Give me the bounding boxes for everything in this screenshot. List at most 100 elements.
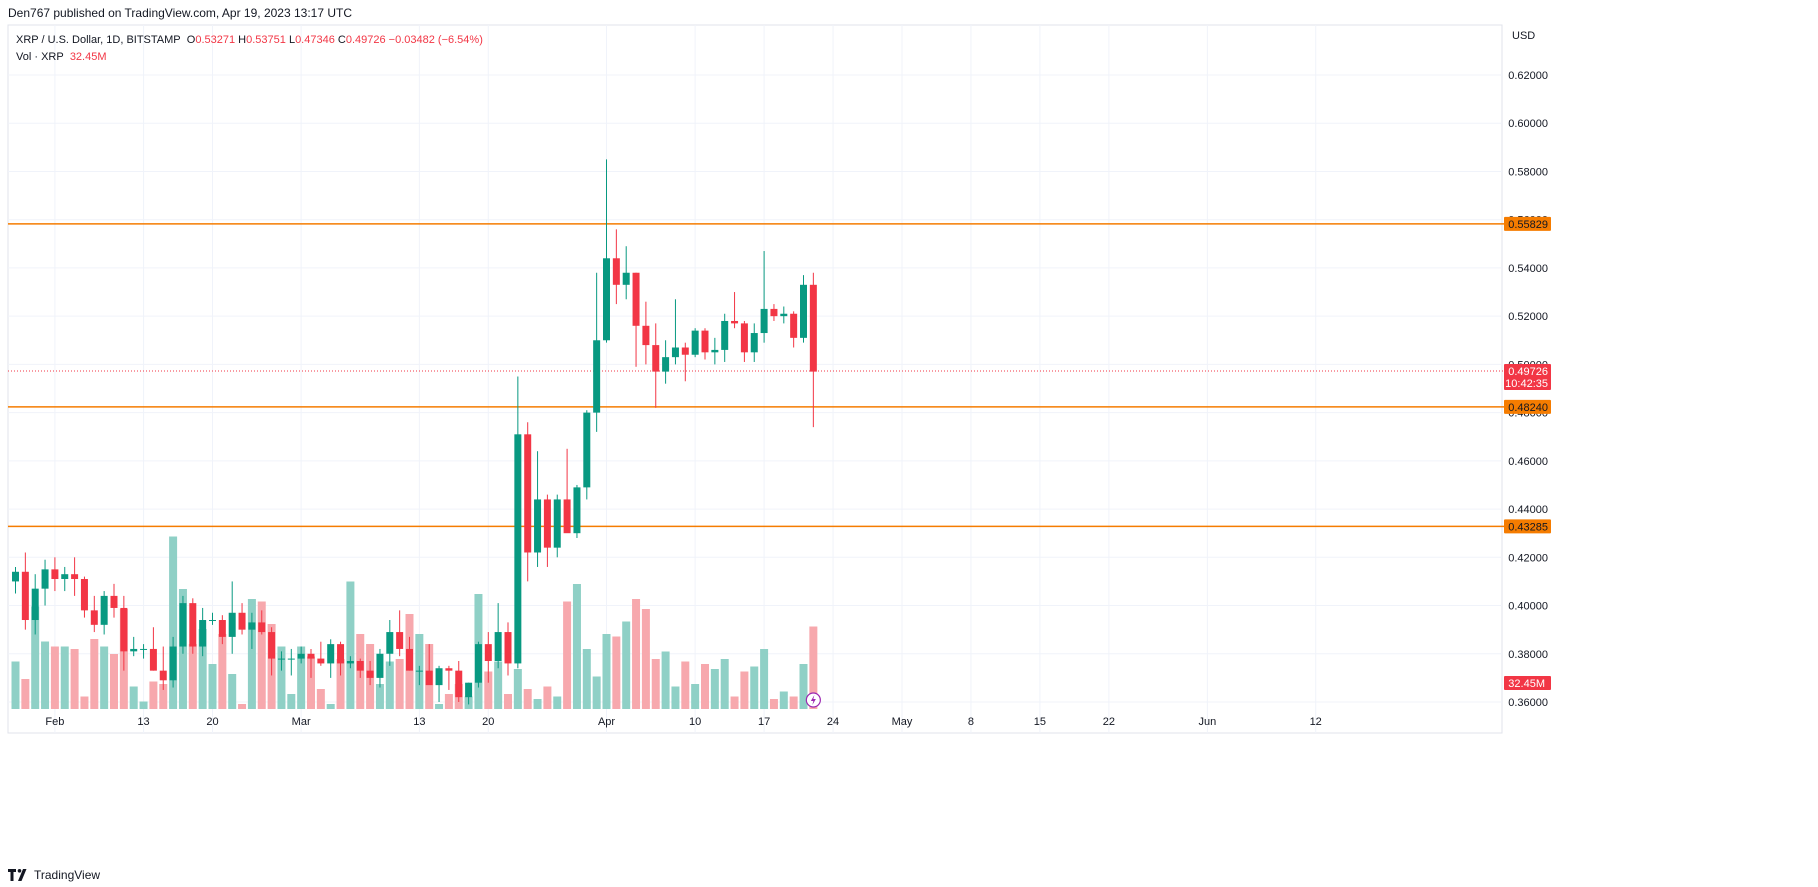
candle-body bbox=[750, 333, 758, 353]
candle-body bbox=[209, 620, 216, 622]
level-price-tag bbox=[1504, 216, 1551, 231]
horizontal-levels[interactable] bbox=[8, 223, 1504, 528]
volume-bar bbox=[769, 699, 778, 709]
volume-bar bbox=[720, 659, 729, 709]
volume-bar bbox=[799, 664, 808, 709]
volume-bar bbox=[326, 704, 335, 709]
candle-body bbox=[425, 670, 433, 686]
legend-open: 0.53271 bbox=[195, 34, 236, 46]
volume-bar bbox=[760, 649, 769, 709]
candle-body bbox=[149, 648, 157, 671]
tradingview-logo-icon bbox=[8, 869, 30, 881]
volume-bar bbox=[513, 669, 522, 709]
volume-bar bbox=[41, 641, 50, 709]
candle-body bbox=[356, 661, 364, 671]
volume-bar bbox=[149, 681, 158, 709]
candle-body bbox=[632, 272, 640, 326]
candle-body bbox=[534, 499, 542, 553]
x-tick-label: Jun bbox=[1198, 716, 1216, 728]
legend-low: 0.47346 bbox=[295, 34, 335, 46]
candle-body bbox=[671, 347, 679, 358]
volume-bar bbox=[563, 601, 572, 709]
volume-bar bbox=[504, 694, 512, 709]
tradingview-footer[interactable]: TradingView bbox=[8, 863, 100, 887]
volume-bar bbox=[100, 646, 109, 709]
volume-bar bbox=[70, 649, 79, 709]
volume-bar bbox=[572, 584, 581, 709]
volume-bar bbox=[208, 664, 217, 709]
y-tick-label: 0.54000 bbox=[1508, 263, 1548, 275]
x-tick-label: Feb bbox=[45, 716, 64, 728]
candle-body bbox=[770, 308, 778, 317]
candle-body bbox=[248, 622, 256, 630]
volume-bar bbox=[612, 636, 621, 709]
candle-body bbox=[199, 620, 207, 647]
legend-symbol[interactable]: XRP / U.S. Dollar, 1D, BITSTAMP bbox=[16, 34, 181, 46]
x-tick-label: Mar bbox=[292, 716, 311, 728]
volume-bar bbox=[139, 701, 148, 709]
y-tick-label: 0.38000 bbox=[1508, 649, 1548, 661]
candle-body bbox=[327, 644, 335, 664]
chart-legend: XRP / U.S. Dollar, 1D, BITSTAMP O0.53271… bbox=[16, 32, 483, 66]
x-tick-label: 24 bbox=[827, 716, 839, 728]
volume-bar bbox=[553, 696, 562, 709]
candle-body bbox=[731, 320, 739, 324]
candle-body bbox=[583, 412, 591, 488]
candle-body bbox=[642, 325, 650, 346]
candle-body bbox=[740, 323, 748, 353]
candle-body bbox=[80, 579, 88, 611]
volume-bar bbox=[602, 634, 611, 709]
candle-body bbox=[484, 644, 492, 662]
candle-body bbox=[662, 357, 670, 372]
candlesticks[interactable] bbox=[12, 159, 817, 705]
y-tick-label: 0.62000 bbox=[1508, 70, 1548, 82]
candle-body bbox=[110, 595, 118, 608]
candle-body bbox=[228, 612, 236, 637]
volume-bar bbox=[169, 536, 178, 709]
legend-volume-label[interactable]: Vol · XRP bbox=[16, 51, 64, 63]
candle-body bbox=[396, 632, 404, 649]
plot-border bbox=[7, 24, 1503, 734]
publish-header: Den767 published on TradingView.com, Apr… bbox=[8, 6, 352, 20]
volume-bar bbox=[592, 676, 601, 709]
countdown-text: 10:42:35 bbox=[1505, 378, 1548, 390]
level-price-text: 0.48240 bbox=[1508, 402, 1548, 414]
volume-bar bbox=[60, 646, 69, 709]
volume-bar bbox=[395, 659, 404, 709]
legend-close-label: C bbox=[337, 34, 346, 46]
volume-bar bbox=[622, 621, 631, 709]
candle-body bbox=[780, 313, 788, 317]
volume-bar bbox=[671, 686, 680, 709]
volume-bars bbox=[11, 536, 818, 709]
volume-bar bbox=[701, 664, 709, 709]
candle-body bbox=[435, 668, 443, 686]
candle-body bbox=[71, 574, 79, 580]
volume-bar bbox=[277, 646, 286, 709]
candle-body bbox=[51, 569, 59, 580]
volume-bar bbox=[632, 599, 641, 709]
legend-low-label: L bbox=[288, 34, 296, 46]
candle-body bbox=[277, 658, 285, 660]
volume-bar bbox=[543, 686, 552, 709]
y-tick-label: 0.58000 bbox=[1508, 166, 1548, 178]
candle-body bbox=[721, 320, 729, 350]
candle-body bbox=[169, 646, 177, 681]
candle-body bbox=[711, 349, 719, 353]
candle-body bbox=[100, 595, 108, 625]
volume-bar bbox=[11, 661, 20, 709]
lightning-icon[interactable] bbox=[805, 692, 821, 708]
level-price-tag bbox=[1504, 399, 1551, 414]
volume-bar bbox=[641, 609, 650, 709]
volume-bar bbox=[375, 684, 384, 709]
x-tick-label: 13 bbox=[137, 716, 149, 728]
x-tick-label: May bbox=[892, 716, 913, 728]
legend-high: 0.53751 bbox=[246, 34, 286, 46]
candle-body bbox=[61, 574, 69, 580]
volume-bar bbox=[484, 671, 493, 709]
level-price-text: 0.55829 bbox=[1508, 219, 1548, 231]
last-price-text: 0.49726 bbox=[1508, 366, 1548, 378]
volume-bar bbox=[435, 704, 444, 709]
y-tick-label: 0.44000 bbox=[1508, 504, 1548, 516]
candle-body bbox=[465, 682, 473, 698]
